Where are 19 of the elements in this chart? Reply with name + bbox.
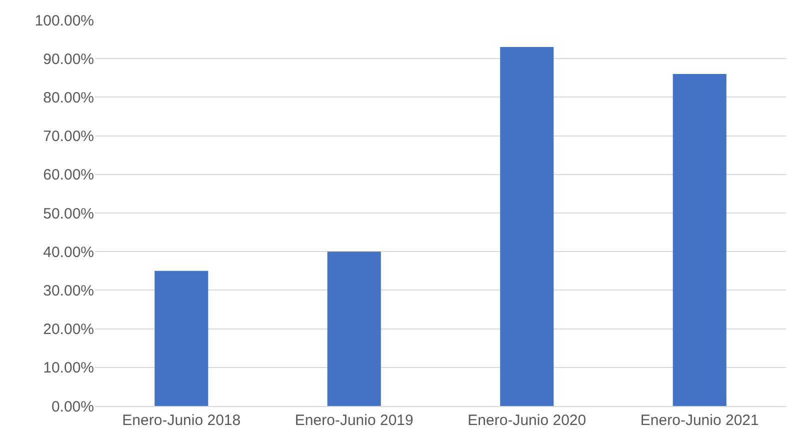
y-tick-label: 90.00%	[43, 50, 94, 68]
bar	[327, 252, 381, 406]
y-tick-label: 100.00%	[34, 12, 94, 30]
y-tick-label: 40.00%	[43, 244, 94, 261]
y-tick-label: 60.00%	[43, 166, 94, 184]
y-tick-label: 10.00%	[43, 360, 94, 377]
x-tick-label: Enero-Junio 2019	[294, 412, 414, 429]
bar	[154, 270, 208, 406]
y-tick-label: 0.00%	[51, 398, 94, 416]
y-tick-label: 20.00%	[43, 321, 94, 338]
y-tick-label: 80.00%	[43, 89, 94, 106]
y-tick-label: 50.00%	[43, 205, 94, 222]
y-tick-label: 30.00%	[43, 282, 94, 300]
x-tick-label: Enero-Junio 2018	[122, 412, 241, 429]
y-tick-label: 70.00%	[43, 128, 94, 146]
x-tick-label: Enero-Junio 2021	[640, 412, 759, 429]
x-tick-label: Enero-Junio 2020	[468, 412, 586, 429]
bar	[500, 47, 554, 406]
bar	[672, 74, 726, 406]
